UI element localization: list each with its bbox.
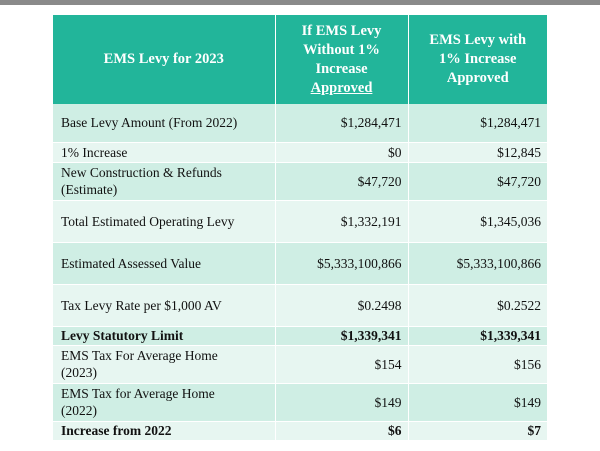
row-label: Increase from 2022 [53, 421, 276, 441]
row-label-line: Increase from 2022 [61, 423, 172, 438]
value-without-increase: $5,333,100,866 [275, 242, 409, 285]
table-row: Levy Statutory Limit $1,339,341 $1,339,341 [53, 326, 547, 346]
value-with-increase: $5,333,100,866 [408, 242, 547, 285]
page-top-border [0, 0, 600, 5]
header-line: If EMS Levy [301, 22, 382, 39]
row-label-line: Levy Statutory Limit [61, 328, 184, 343]
value-with-increase: $47,720 [408, 162, 547, 201]
table-body: Base Levy Amount (From 2022) $1,284,471 $1… [53, 104, 547, 441]
value-with-increase: $1,284,471 [408, 104, 547, 143]
row-label-line: (2023) [61, 365, 97, 380]
table-row: Tax Levy Rate per $1,000 AV $0.2498 $0.252… [53, 284, 547, 327]
header-with-increase: EMS Levy with 1% Increase Approved [408, 15, 547, 104]
value-without-increase: $47,720 [275, 162, 409, 201]
value-with-increase: $1,345,036 [408, 200, 547, 243]
header-line: Without 1% [303, 41, 380, 58]
value-with-increase: $156 [408, 345, 547, 384]
table-row: 1% Increase $0 $12,845 [53, 142, 547, 163]
table-header-row: EMS Levy for 2023 If EMS Levy Without 1%… [53, 15, 547, 104]
row-label: Levy Statutory Limit [53, 326, 276, 346]
table-row: Total Estimated Operating Levy $1,332,191… [53, 200, 547, 243]
row-label: Estimated Assessed Value [53, 242, 276, 285]
value-with-increase: $12,845 [408, 142, 547, 163]
table-row: Estimated Assessed Value $5,333,100,866 $5… [53, 242, 547, 285]
table-row: Base Levy Amount (From 2022) $1,284,471 $1… [53, 104, 547, 143]
header-without-increase: If EMS Levy Without 1% Increase Approved [275, 15, 409, 104]
row-label: EMS Tax For Average Home (2023) [53, 345, 276, 384]
row-label: Tax Levy Rate per $1,000 AV [53, 284, 276, 327]
value-with-increase: $1,339,341 [408, 326, 547, 346]
row-label-line: New Construction & Refunds [61, 165, 222, 180]
row-label-line: 1% Increase [61, 144, 128, 160]
header-line: EMS Levy with [429, 32, 527, 48]
value-without-increase: $0 [275, 142, 409, 163]
row-label: EMS Tax for Average Home (2022) [53, 383, 276, 422]
value-without-increase: $1,339,341 [275, 326, 409, 346]
table-row: New Construction & Refunds (Estimate) $47,… [53, 162, 547, 201]
table-row: EMS Tax for Average Home (2022) $149 $149 [53, 383, 547, 422]
table-row: Increase from 2022 $6 $7 [53, 421, 547, 441]
value-without-increase: $149 [275, 383, 409, 422]
value-without-increase: $1,284,471 [275, 104, 409, 143]
row-label-line: (2022) [61, 403, 97, 418]
header-ems-levy-2023: EMS Levy for 2023 [53, 15, 276, 104]
value-with-increase: $0.2522 [408, 284, 547, 327]
header-line: Approved [310, 79, 373, 96]
row-label: 1% Increase [53, 142, 276, 163]
row-label-line: Estimated Assessed Value [61, 255, 201, 271]
value-with-increase: $149 [408, 383, 547, 422]
row-label-line: Tax Levy Rate per $1,000 AV [61, 297, 222, 313]
row-label-line: Total Estimated Operating Levy [61, 213, 235, 229]
row-label-line: (Estimate) [61, 182, 118, 197]
header-line: Increase [315, 60, 368, 77]
value-without-increase: $1,332,191 [275, 200, 409, 243]
table-row: EMS Tax For Average Home (2023) $154 $156 [53, 345, 547, 384]
row-label: Total Estimated Operating Levy [53, 200, 276, 243]
value-without-increase: $0.2498 [275, 284, 409, 327]
ems-levy-table: EMS Levy for 2023 If EMS Levy Without 1%… [53, 15, 547, 441]
row-label-line: EMS Tax For Average Home [61, 348, 218, 363]
value-without-increase: $6 [275, 421, 409, 441]
header-line: 1% Increase [439, 51, 517, 67]
value-with-increase: $7 [408, 421, 547, 441]
row-label: New Construction & Refunds (Estimate) [53, 162, 276, 201]
row-label-line: EMS Tax for Average Home [61, 386, 215, 401]
header-line: Approved [446, 70, 509, 86]
row-label-line: Base Levy Amount (From 2022) [61, 115, 238, 131]
value-without-increase: $154 [275, 345, 409, 384]
row-label: Base Levy Amount (From 2022) [53, 104, 276, 143]
